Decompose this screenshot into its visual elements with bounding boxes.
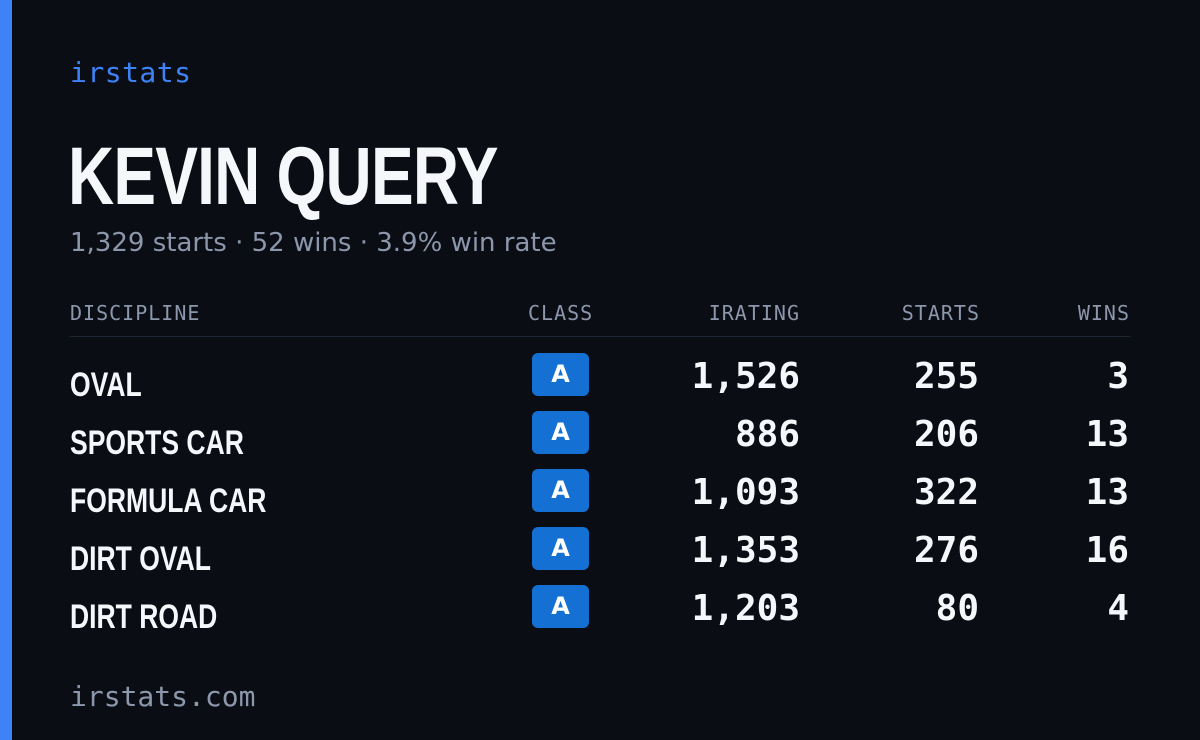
table-row: OVAL A 1,526 255 3 xyxy=(70,353,1130,411)
class-badge: A xyxy=(532,353,589,396)
irating-value: 1,353 xyxy=(691,530,800,571)
wins-value: 4 xyxy=(1107,588,1129,629)
table-row: DIRT ROAD A 1,203 80 4 xyxy=(70,585,1130,643)
discipline-name: DIRT ROAD xyxy=(70,598,218,636)
accent-bar xyxy=(0,0,12,740)
header-discipline: DISCIPLINE xyxy=(70,301,201,325)
header-starts: STARTS xyxy=(901,301,980,325)
wins-value: 16 xyxy=(1085,530,1129,571)
class-badge: A xyxy=(532,469,589,512)
discipline-name: SPORTS CAR xyxy=(70,424,244,462)
table-header: DISCIPLINE CLASS IRATING STARTS WINS xyxy=(70,298,1130,337)
player-name: KEVIN QUERY xyxy=(68,131,499,222)
starts-value: 255 xyxy=(913,356,979,397)
discipline-name: DIRT OVAL xyxy=(70,540,211,578)
header-class: CLASS xyxy=(528,301,594,325)
class-badge: A xyxy=(532,527,589,570)
class-badge: A xyxy=(532,411,589,454)
wins-value: 3 xyxy=(1107,356,1129,397)
table-body: OVAL A 1,526 255 3 SPORTS CAR A 886 206 … xyxy=(70,337,1130,643)
discipline-name: OVAL xyxy=(70,366,142,404)
irating-value: 1,093 xyxy=(691,472,800,513)
starts-value: 206 xyxy=(913,414,979,455)
class-badge: A xyxy=(532,585,589,628)
footer-url[interactable]: irstats.com xyxy=(70,680,256,713)
stats-table: DISCIPLINE CLASS IRATING STARTS WINS OVA… xyxy=(70,298,1130,643)
header-wins: WINS xyxy=(1077,301,1130,325)
table-row: SPORTS CAR A 886 206 13 xyxy=(70,411,1130,469)
wins-value: 13 xyxy=(1085,414,1129,455)
irating-value: 886 xyxy=(734,414,800,455)
wins-value: 13 xyxy=(1085,472,1129,513)
header-irating: IRATING xyxy=(708,301,800,325)
irating-value: 1,526 xyxy=(691,356,800,397)
irating-value: 1,203 xyxy=(691,588,800,629)
starts-value: 80 xyxy=(935,588,979,629)
table-row: FORMULA CAR A 1,093 322 13 xyxy=(70,469,1130,527)
table-row: DIRT OVAL A 1,353 276 16 xyxy=(70,527,1130,585)
player-summary: 1,329 starts · 52 wins · 3.9% win rate xyxy=(70,228,557,258)
starts-value: 322 xyxy=(913,472,979,513)
discipline-name: FORMULA CAR xyxy=(70,482,267,520)
brand-logo[interactable]: irstats xyxy=(70,56,192,89)
starts-value: 276 xyxy=(913,530,979,571)
